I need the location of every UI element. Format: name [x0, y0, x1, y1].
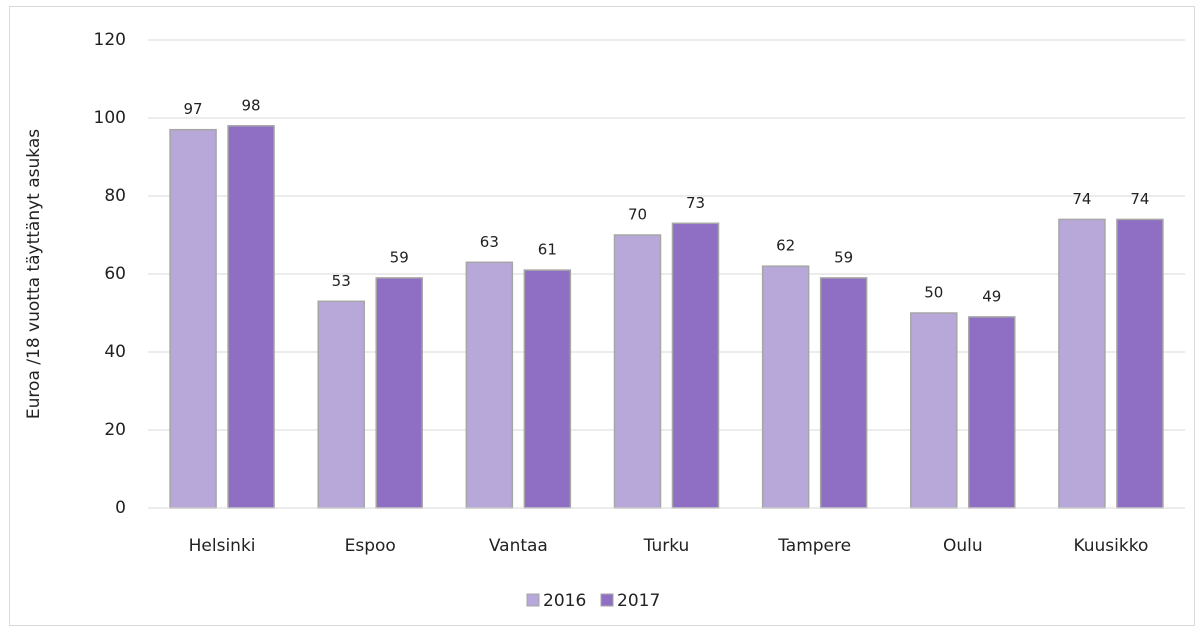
y-tick-label: 0	[115, 498, 126, 518]
bar	[910, 312, 958, 509]
x-tick-label: Turku	[643, 536, 690, 556]
x-tick-label: Tampere	[777, 536, 851, 556]
data-label: 70	[628, 206, 647, 224]
legend-swatch	[526, 593, 540, 607]
data-label: 50	[924, 284, 943, 302]
x-tick-label: Vantaa	[489, 536, 548, 556]
legend-label: 2017	[617, 591, 660, 611]
bar	[819, 277, 868, 509]
bar	[523, 269, 572, 509]
y-tick-label: 60	[104, 264, 126, 284]
data-label: 74	[1130, 190, 1149, 208]
x-tick-label: Kuusikko	[1073, 536, 1148, 556]
data-label: 49	[982, 287, 1001, 305]
data-label: 74	[1072, 190, 1091, 208]
data-label: 73	[686, 194, 705, 212]
y-tick-label: 40	[104, 342, 126, 362]
x-tick-label: Espoo	[345, 536, 396, 556]
bar	[169, 128, 217, 509]
y-tick-label: 100	[94, 108, 126, 128]
bar	[465, 261, 514, 509]
data-label: 98	[242, 96, 261, 114]
bar	[968, 316, 1016, 509]
bar	[671, 222, 720, 509]
y-tick-label: 20	[104, 420, 126, 440]
data-label: 63	[480, 233, 499, 251]
bar	[375, 277, 423, 509]
bar	[761, 265, 810, 509]
x-tick-label: Oulu	[943, 536, 983, 556]
data-label: 62	[776, 237, 795, 255]
y-tick-label: 80	[104, 186, 126, 206]
bar	[1116, 218, 1164, 509]
data-label: 59	[390, 248, 409, 266]
bar	[613, 234, 662, 509]
bar	[1058, 218, 1106, 509]
bar	[227, 125, 275, 509]
y-tick-label: 120	[94, 30, 126, 50]
data-label: 59	[834, 248, 853, 266]
data-label: 97	[184, 100, 203, 118]
legend-swatch	[600, 593, 614, 607]
legend-label: 2016	[543, 591, 586, 611]
data-label: 61	[538, 241, 557, 259]
y-axis-label: Euroa /18 vuotta täyttänyt asukas	[24, 129, 44, 419]
data-label: 53	[332, 272, 351, 290]
bar	[317, 300, 365, 509]
x-tick-label: Helsinki	[189, 536, 256, 556]
